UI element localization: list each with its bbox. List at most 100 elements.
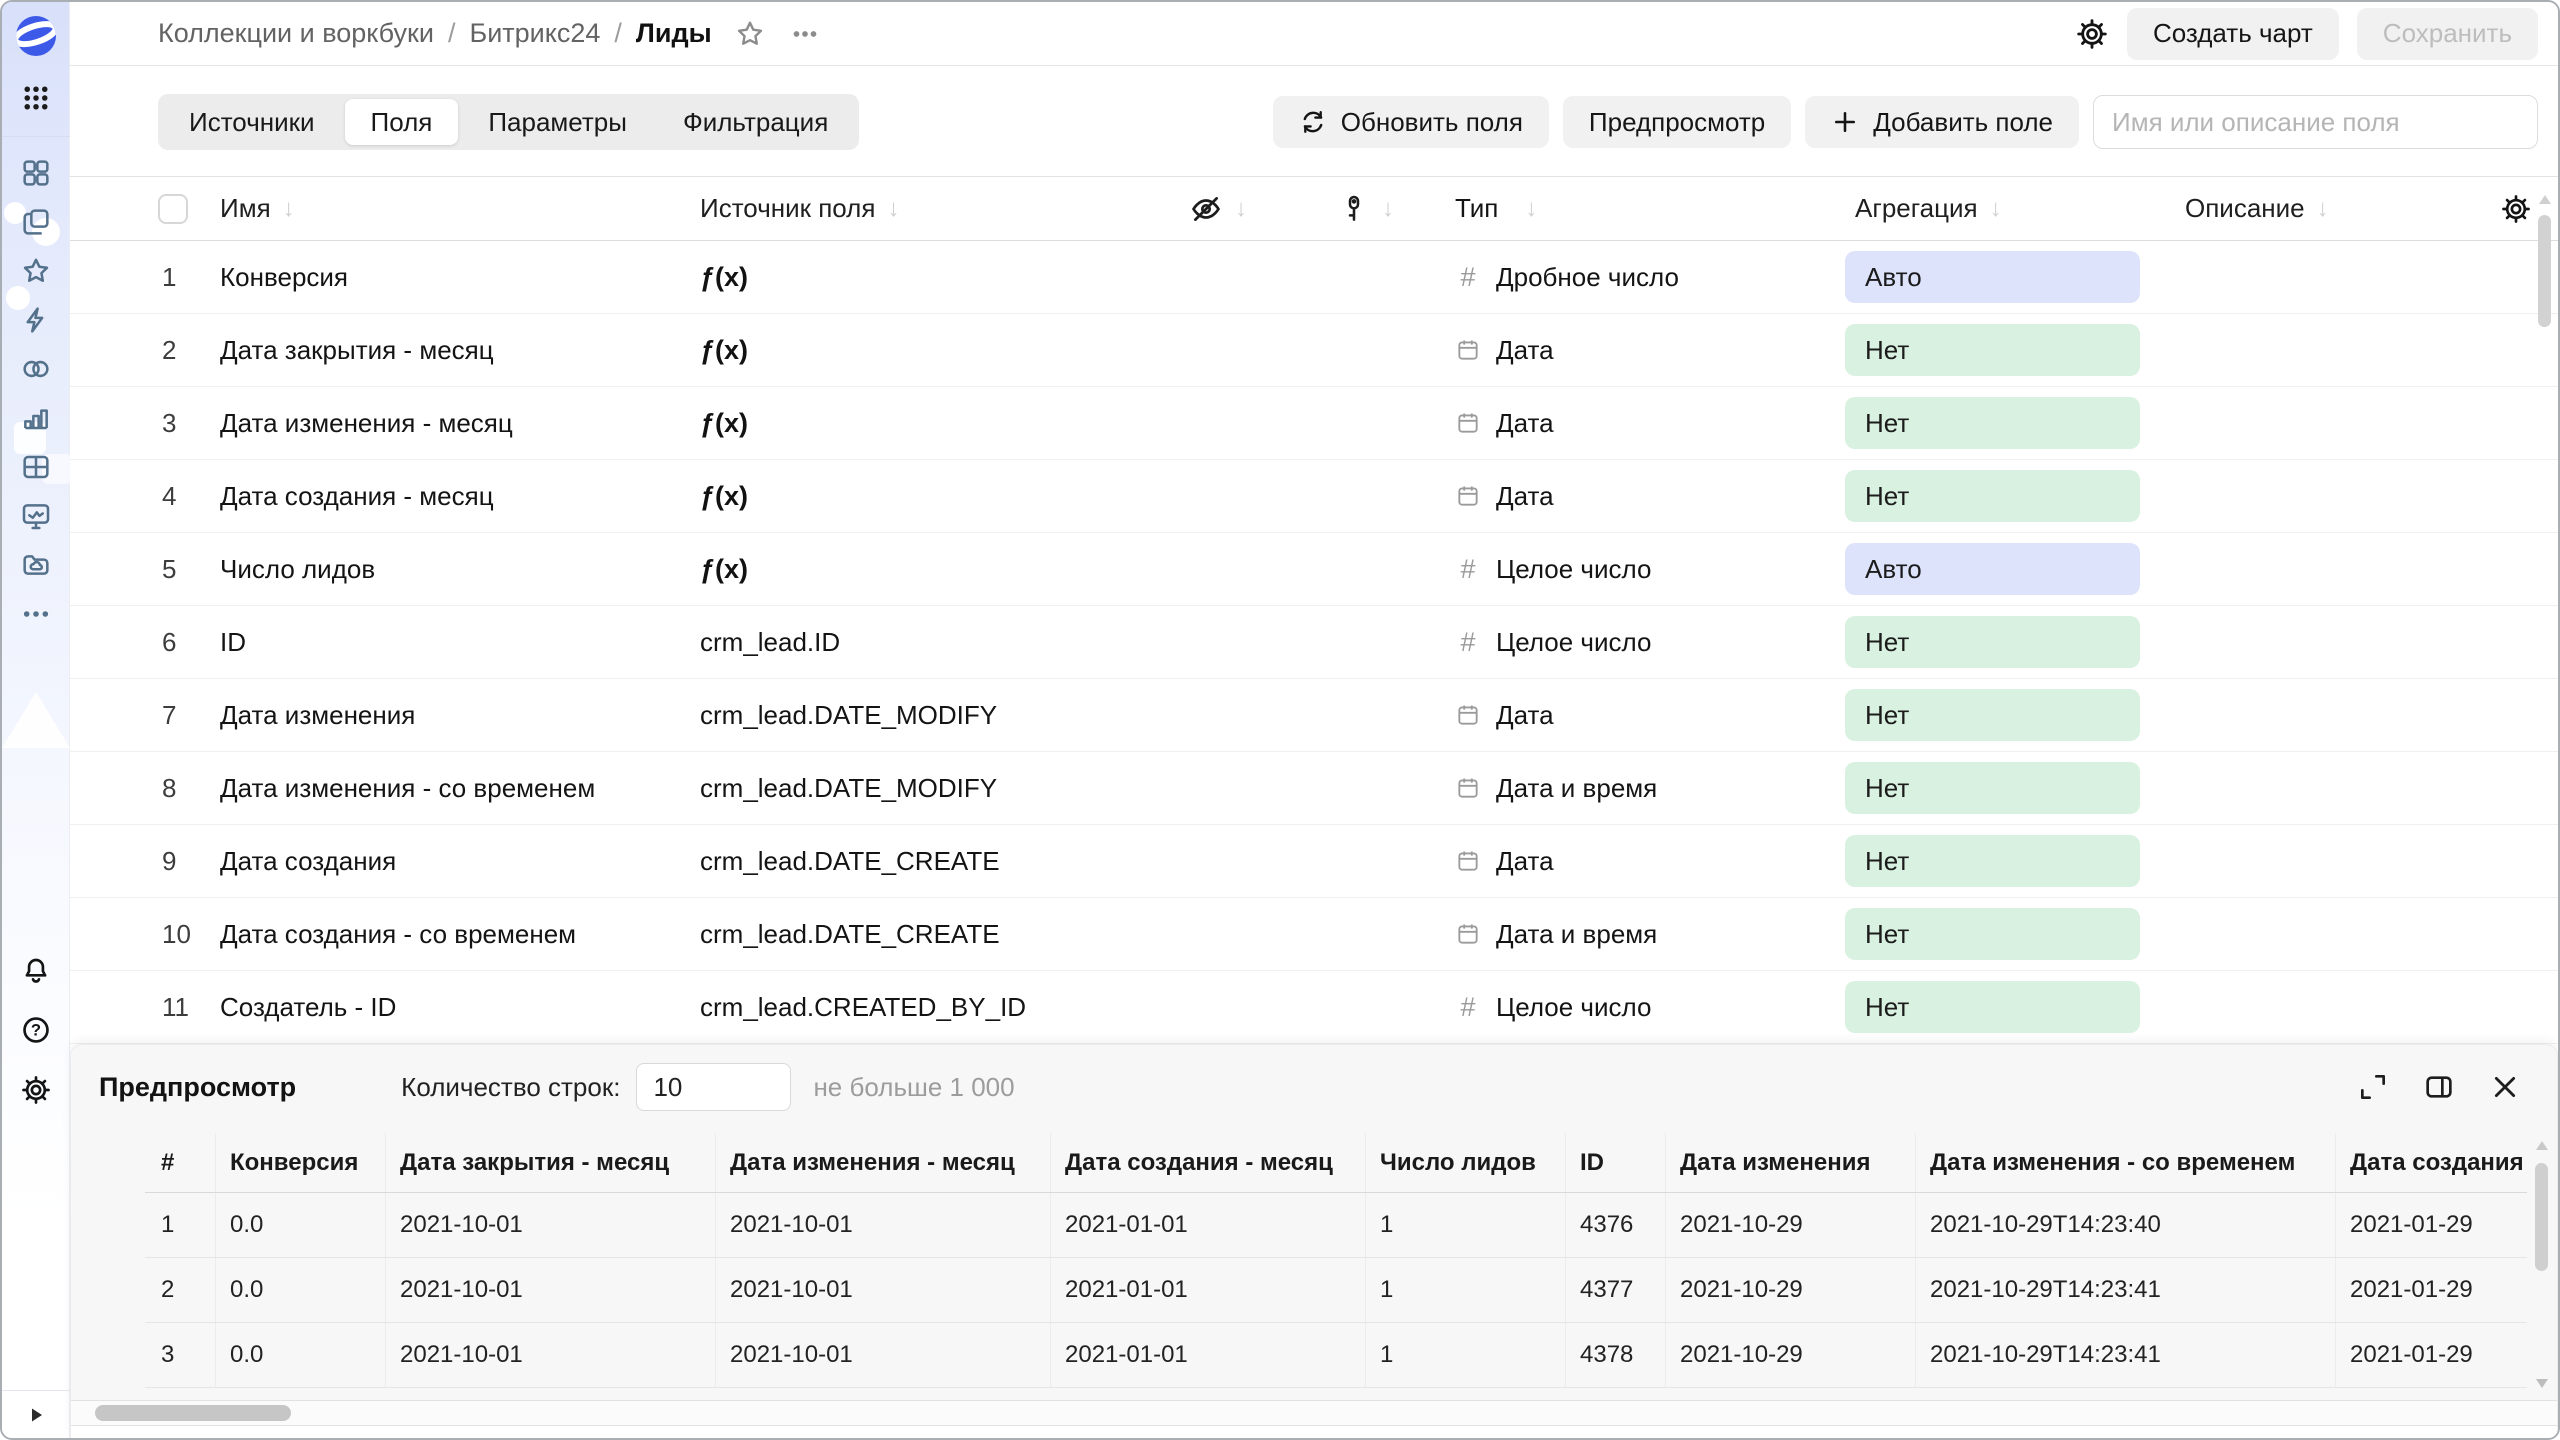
aggregation-select[interactable]: Нет [1845, 689, 2140, 741]
sort-icon[interactable]: ↓ [1235, 194, 1247, 222]
refresh-icon [1303, 111, 1323, 133]
preview-title: Предпросмотр [99, 1071, 297, 1102]
tab-filtering[interactable]: Фильтрация [682, 106, 829, 137]
sidebar-collapse-button[interactable] [2, 1390, 69, 1438]
field-description [2165, 898, 2473, 970]
help-question-icon[interactable]: ? [20, 1014, 52, 1046]
preview-close-icon[interactable] [2489, 1071, 2521, 1103]
field-row[interactable]: 6 ID crm_lead.ID # Целое число Нет [70, 606, 2558, 679]
sidebar-item-collections-icon[interactable] [20, 206, 52, 238]
field-row[interactable]: 8 Дата изменения - со временем crm_lead.DA… [70, 752, 2558, 825]
preview-table: # Конверсия Дата закрытия - месяц Дата изме… [145, 1133, 2527, 1388]
field-search-input[interactable] [2093, 95, 2538, 149]
scroll-up-icon[interactable] [2536, 1141, 2548, 1150]
preview-cell: 1 [161, 1211, 175, 1238]
save-button[interactable]: Сохранить [2356, 7, 2538, 60]
preview-column-header: Дата создания [2335, 1133, 2527, 1192]
settings-gear-icon[interactable] [20, 1074, 52, 1106]
notifications-bell-icon[interactable] [20, 954, 52, 986]
table-settings-gear-icon[interactable] [2500, 193, 2532, 225]
sidebar-item-favorites-star-icon[interactable] [20, 255, 52, 287]
aggregation-select[interactable]: Авто [1845, 251, 2140, 303]
field-row[interactable]: 7 Дата изменения crm_lead.DATE_MODIFY Дата Н… [70, 679, 2558, 752]
refresh-fields-button[interactable]: Обновить поля [1272, 96, 1549, 148]
hidden-eye-off-icon[interactable] [1189, 192, 1223, 226]
preview-row: 1 0.0 2021-10-01 2021-10-01 2021-01-01 1 4376 2… [145, 1193, 2527, 1258]
breadcrumb-workbook[interactable]: Битрикс24 [469, 18, 601, 48]
dataset-settings-gear-icon[interactable] [2075, 17, 2109, 51]
aggregation-select[interactable]: Нет [1845, 835, 2140, 887]
sort-icon[interactable]: ↓ [2316, 194, 2329, 222]
column-header-name: Имя [220, 193, 271, 223]
scroll-down-icon[interactable] [2536, 1379, 2548, 1388]
preview-cell: 2021-01-29 [2335, 1193, 2527, 1257]
field-row[interactable]: 10 Дата создания - со временем crm_lead.DA… [70, 898, 2558, 971]
field-row[interactable]: 2 Дата закрытия - месяц ƒ(x) Дата Нет [70, 314, 2558, 387]
apps-grid-icon[interactable] [20, 82, 52, 114]
access-key-icon[interactable] [1338, 193, 1370, 225]
decorative-circle [4, 202, 26, 224]
favorite-star-icon[interactable] [734, 18, 766, 50]
select-all-checkbox[interactable] [158, 193, 188, 224]
horizontal-scrollbar-thumb[interactable] [95, 1405, 291, 1421]
aggregation-select[interactable]: Авто [1845, 543, 2140, 595]
fields-table-header: Имя ↓ Источник поля ↓ ↓ [70, 177, 2558, 241]
sidebar-item-charts-bars-icon[interactable] [20, 402, 52, 434]
field-description [2165, 752, 2473, 824]
tab-parameters[interactable]: Параметры [488, 106, 627, 137]
field-row[interactable]: 3 Дата изменения - месяц ƒ(x) Дата Нет [70, 387, 2558, 460]
field-source-text: crm_lead.DATE_CREATE [700, 918, 1000, 949]
sidebar-item-relations-rings-icon[interactable] [20, 353, 52, 385]
sort-icon[interactable]: ↓ [1382, 194, 1394, 222]
field-name: Число лидов [220, 553, 376, 584]
formula-icon: ƒ(x) [700, 480, 749, 511]
field-type-label: Целое число [1496, 626, 1652, 657]
tab-fields[interactable]: Поля [344, 99, 459, 145]
field-row[interactable]: 1 Конверсия ƒ(x) # Дробное число Авто [70, 241, 2558, 314]
aggregation-select[interactable]: Нет [1845, 397, 2140, 449]
aggregation-select[interactable]: Нет [1845, 762, 2140, 814]
row-number: 4 [162, 480, 177, 511]
fields-scrollbar-thumb[interactable] [2538, 215, 2551, 327]
field-row[interactable]: 4 Дата создания - месяц ƒ(x) Дата Нет [70, 460, 2558, 533]
preview-cell: 2021-10-01 [715, 1193, 1050, 1257]
sort-icon[interactable]: ↓ [1525, 194, 1538, 222]
aggregation-select[interactable]: Нет [1845, 470, 2140, 522]
sidebar-item-datasets-table-icon[interactable] [20, 451, 52, 483]
row-number: 1 [162, 261, 177, 292]
sidebar-item-storage-cloud-folder-icon[interactable] [20, 549, 52, 581]
field-source-text: crm_lead.ID [700, 626, 841, 657]
aggregation-select[interactable]: Нет [1845, 616, 2140, 668]
breadcrumb-collections[interactable]: Коллекции и воркбуки [158, 18, 434, 48]
aggregation-select[interactable]: Нет [1845, 981, 2140, 1033]
row-number: 9 [162, 845, 177, 876]
sidebar-item-dashboards-monitor-icon[interactable] [20, 500, 52, 532]
sidebar-item-objects-grid-icon[interactable] [20, 157, 52, 189]
sort-icon[interactable]: ↓ [282, 194, 295, 222]
add-field-button[interactable]: Добавить поле [1805, 96, 2079, 148]
tab-sources[interactable]: Источники [189, 106, 315, 137]
field-row[interactable]: 11 Создатель - ID crm_lead.CREATED_BY_ID # Ц… [70, 971, 2558, 1044]
preview-panel-position-icon[interactable] [2423, 1071, 2455, 1103]
sort-icon[interactable]: ↓ [887, 194, 900, 222]
preview-scrollbar-thumb[interactable] [2535, 1163, 2548, 1271]
preview-cell: 2021-01-29 [2335, 1323, 2527, 1387]
field-row[interactable]: 9 Дата создания crm_lead.DATE_CREATE Дата Не… [70, 825, 2558, 898]
number-type-icon: # [1460, 991, 1476, 1022]
preview-toggle-button[interactable]: Предпросмотр [1562, 96, 1792, 148]
more-actions-icon[interactable] [788, 17, 822, 51]
row-number: 7 [162, 699, 177, 730]
create-chart-button[interactable]: Создать чарт [2126, 7, 2339, 60]
aggregation-select[interactable]: Нет [1845, 908, 2140, 960]
row-count-input[interactable] [636, 1063, 792, 1111]
decorative-circle [6, 286, 30, 310]
datalens-logo-icon[interactable] [14, 14, 58, 58]
preview-expand-icon[interactable] [2357, 1071, 2389, 1103]
date-type-icon [1458, 924, 1478, 944]
sidebar-item-connections-lightning-icon[interactable] [20, 304, 52, 336]
aggregation-select[interactable]: Нет [1845, 324, 2140, 376]
field-row[interactable]: 5 Число лидов ƒ(x) # Целое число Авто [70, 533, 2558, 606]
field-description [2165, 825, 2473, 897]
sort-icon[interactable]: ↓ [1989, 194, 2002, 222]
sidebar-item-more-dots-icon[interactable] [20, 598, 52, 630]
